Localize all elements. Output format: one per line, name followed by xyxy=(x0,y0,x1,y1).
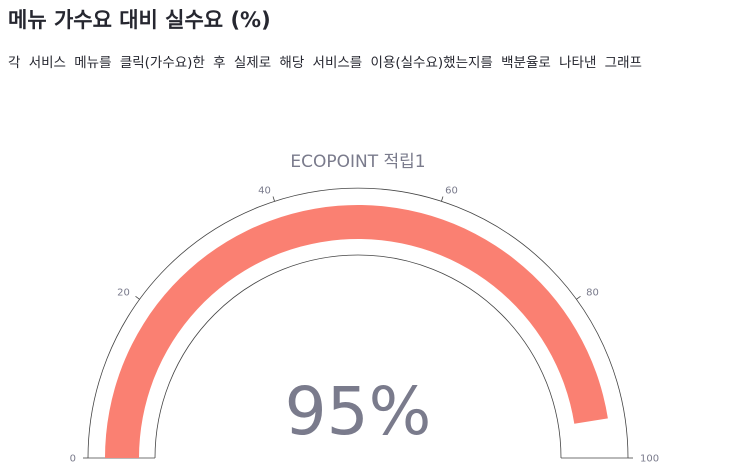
gauge-value-bar xyxy=(105,205,608,458)
gauge-value: 95% xyxy=(285,373,432,450)
page-title: 메뉴 가수요 대비 실수요 (%) xyxy=(8,8,271,32)
gauge-tick-mark xyxy=(135,296,140,300)
gauge-tick-label: 80 xyxy=(586,288,599,299)
gauge-outer-arc xyxy=(87,187,629,459)
page-description: 각 서비스 메뉴를 클릭(가수요)한 후 실제로 해당 서비스를 이용(실수요)… xyxy=(8,55,642,71)
gauge-tick-label: 40 xyxy=(258,185,271,196)
gauge-tick-label: 100 xyxy=(640,454,659,465)
gauge-tick-label: 60 xyxy=(445,185,458,196)
gauge-tick-mark xyxy=(576,296,581,300)
gauge-tick-label: 20 xyxy=(117,288,130,299)
gauge-title: ECOPOINT 적립1 xyxy=(290,152,425,172)
gauge-tick-label: 0 xyxy=(70,454,76,465)
gauge-tick-mark xyxy=(441,196,444,202)
gauge-ticks: 0 20 40 60 80 100 xyxy=(70,185,659,464)
gauge-inner-arc xyxy=(154,254,562,459)
gauge-tick-mark xyxy=(272,196,275,202)
